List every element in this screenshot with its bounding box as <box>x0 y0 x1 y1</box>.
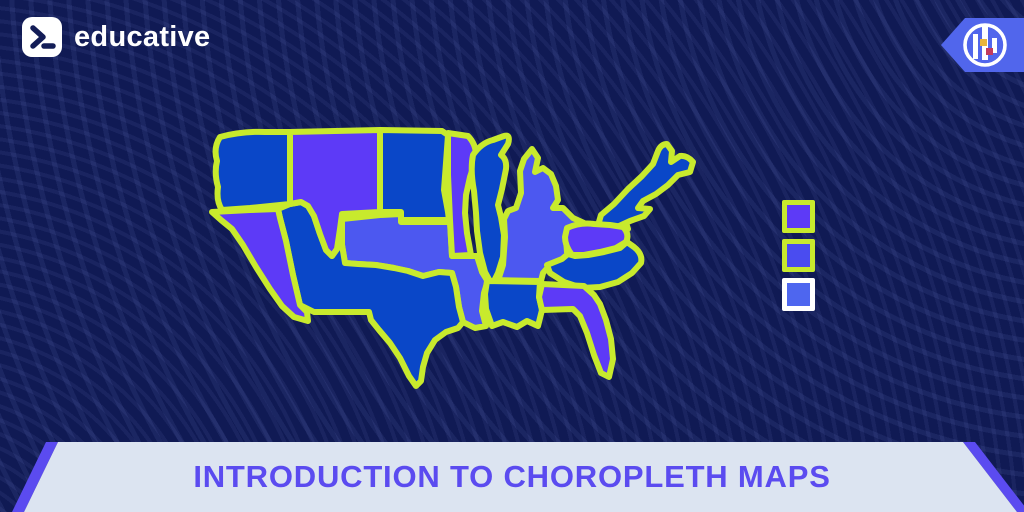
page-title: INTRODUCTION TO CHOROPLETH MAPS <box>193 459 831 494</box>
brand-logo: educative <box>22 17 211 57</box>
map-region-mountain-north <box>287 127 383 259</box>
map-region-tennessee-carolinas <box>544 239 645 291</box>
course-badge <box>929 18 1024 72</box>
map-region-pacific-northwest <box>212 128 293 213</box>
title-banner: INTRODUCTION TO CHOROPLETH MAPS <box>0 442 1024 512</box>
banner-background <box>24 442 1017 512</box>
map-region-california <box>209 206 311 324</box>
map-region-georgia-florida <box>536 281 616 380</box>
map-region-dakotas <box>377 127 452 223</box>
legend-swatch-purple <box>782 200 815 233</box>
legend-swatch-medium-blue <box>782 239 815 272</box>
map-region-wisconsin-illinois <box>468 132 512 288</box>
map-legend <box>782 200 815 311</box>
brand-name: educative <box>74 21 211 53</box>
map-region-northeast <box>593 141 696 239</box>
us-choropleth-map <box>190 115 720 405</box>
candlestick-chart-icon <box>963 23 1007 67</box>
legend-swatch-light-blue <box>782 278 815 311</box>
terminal-prompt-icon <box>22 17 62 57</box>
map-region-alabama-mississippi <box>482 278 545 330</box>
